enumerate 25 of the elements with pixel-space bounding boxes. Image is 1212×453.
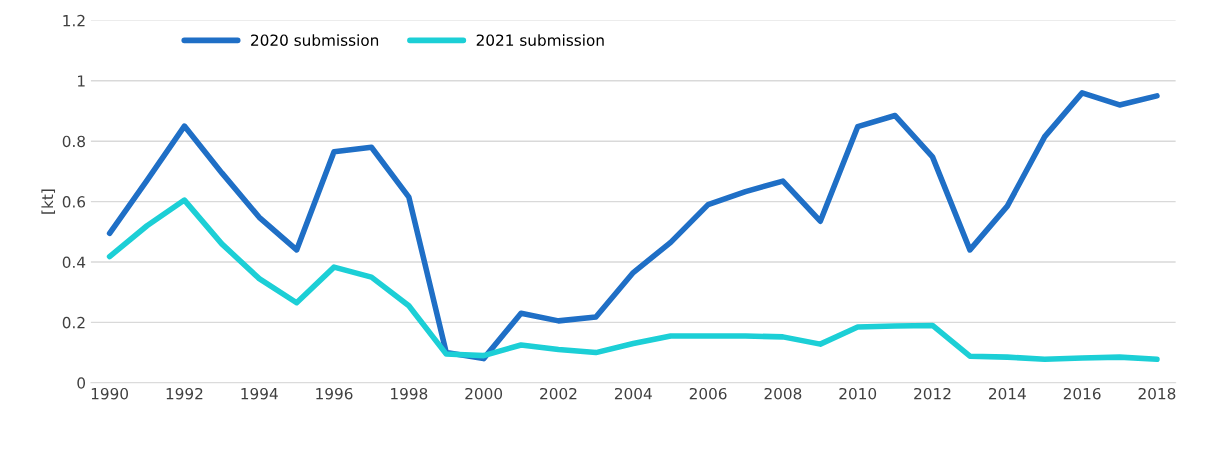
- legend-label: 2021 submission: [476, 34, 604, 46]
- x-tick-label: 2008: [764, 387, 802, 400]
- x-tick-label: 2002: [540, 387, 577, 400]
- x-tick-label: 2010: [839, 387, 877, 400]
- y-tick-label: 1.2: [63, 14, 85, 27]
- x-tick-label: 1992: [166, 387, 203, 400]
- y-tick-label: 0.8: [62, 135, 85, 148]
- x-tick-label: 2000: [465, 387, 503, 400]
- x-tick-label: 2006: [689, 387, 727, 400]
- x-tick-label: 1996: [316, 387, 353, 400]
- x-tick-label: 1990: [91, 387, 129, 400]
- y-tick-label: 0.6: [62, 196, 86, 208]
- y-tick-label: 0.2: [62, 316, 85, 329]
- x-tick-label: 2014: [989, 387, 1026, 400]
- legend-label: 2020 submission: [251, 34, 379, 46]
- x-tick-label: 1998: [391, 387, 428, 400]
- y-tick-label: 1: [78, 75, 85, 87]
- x-tick-label: 2004: [614, 387, 652, 400]
- x-tick-label: 2016: [1063, 387, 1101, 400]
- y-axis-title: [kt]: [41, 189, 56, 214]
- y-tick-label: 0: [77, 377, 86, 389]
- x-tick-label: 2018: [1138, 387, 1176, 400]
- x-tick-label: 1994: [241, 387, 278, 400]
- x-tick-label: 2012: [914, 387, 951, 400]
- y-tick-label: 0.4: [62, 256, 86, 269]
